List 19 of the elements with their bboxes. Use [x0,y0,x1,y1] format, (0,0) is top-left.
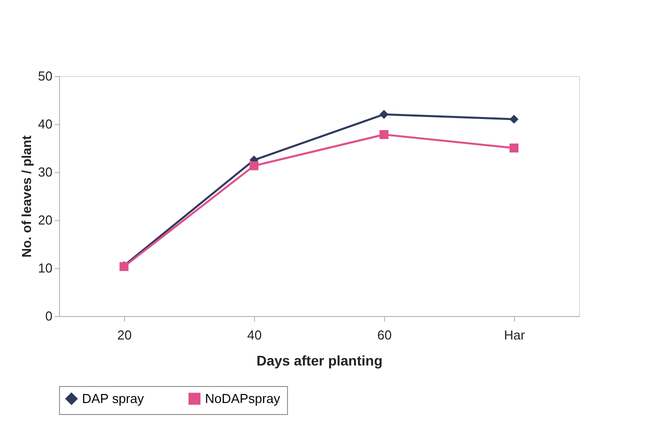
x-axis-title: Days after planting [256,352,383,368]
y-tick-label: 30 [38,164,52,180]
point [380,130,388,140]
y-tick-label: 50 [38,68,52,84]
point [250,161,258,170]
point [380,110,388,119]
y-tick-label: 20 [38,212,52,228]
y-tick-label: 10 [38,260,52,276]
point [510,114,518,124]
x-tick-label: 20 [117,328,132,342]
legend-label: DAP spray [82,390,144,406]
x-tick-label: Har [504,328,526,342]
x-tick-label: 60 [377,328,392,342]
legend-label: NoDAPspray [205,390,281,406]
y-tick-label: 40 [38,116,52,132]
y-tick-label: 0 [45,308,52,324]
y-axis-title: No. of leaves / plant [19,134,34,258]
point [510,144,518,152]
x-tick-label: 40 [247,328,262,342]
